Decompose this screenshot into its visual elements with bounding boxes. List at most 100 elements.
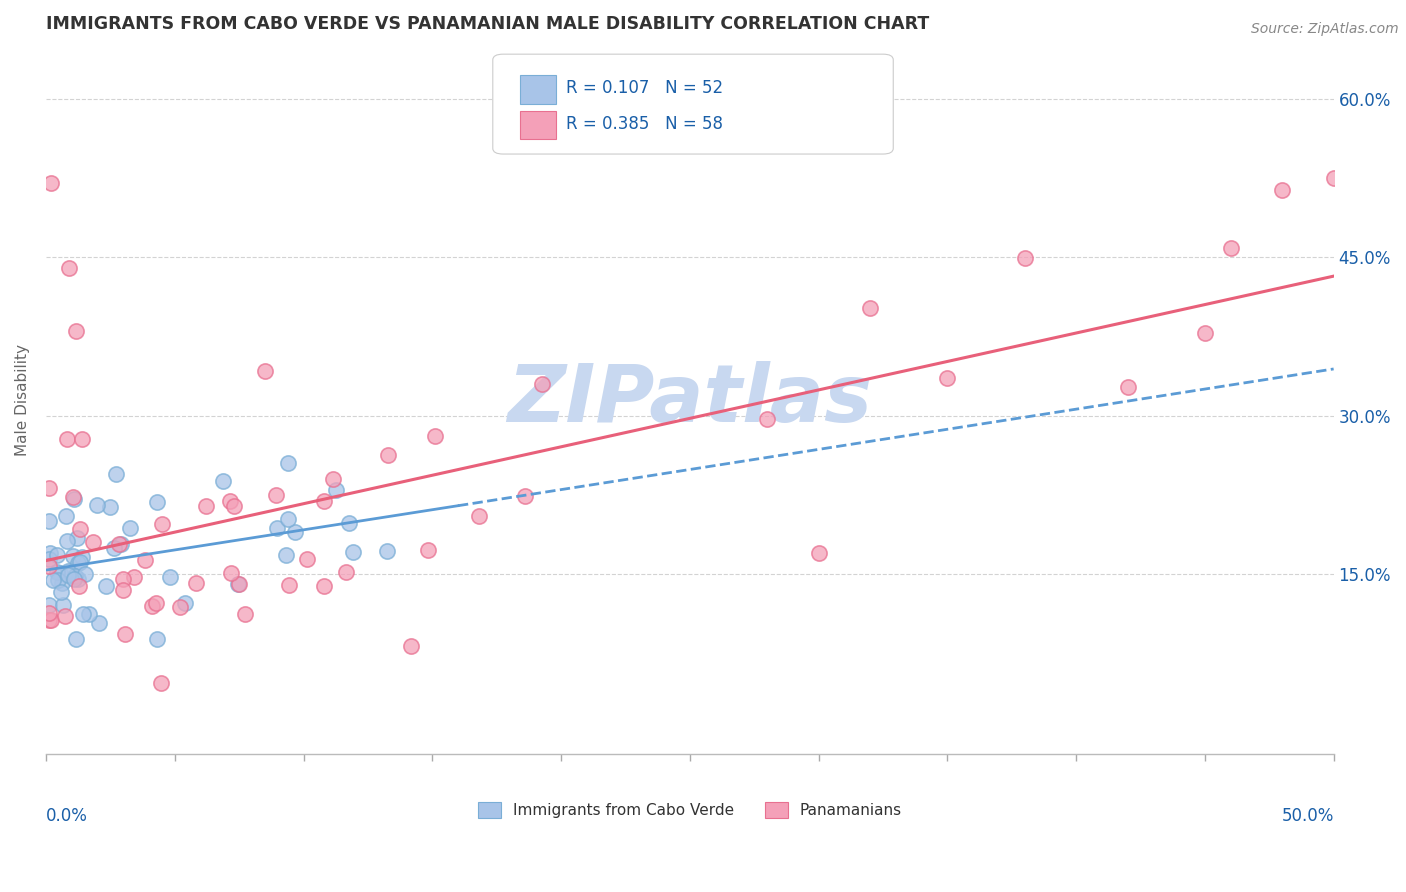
Point — [70, 432, 93, 446]
Point — [228, 576, 250, 591]
Point — [859, 301, 882, 315]
Point — [936, 371, 959, 385]
FancyBboxPatch shape — [520, 111, 555, 139]
Point — [38, 559, 60, 574]
Point — [67, 579, 90, 593]
Point — [38, 551, 60, 566]
Point — [56, 534, 79, 549]
Point — [274, 548, 297, 562]
Point — [150, 516, 173, 531]
Point — [38, 514, 60, 528]
Point — [39, 613, 62, 627]
Point — [337, 516, 360, 530]
Text: ZIPatlas: ZIPatlas — [508, 361, 872, 439]
Point — [63, 491, 86, 506]
Point — [150, 676, 173, 690]
Text: 50.0%: 50.0% — [1281, 807, 1334, 825]
Point — [41, 573, 63, 587]
Point — [169, 600, 191, 615]
Point — [266, 521, 288, 535]
Point — [111, 572, 134, 586]
Point — [416, 543, 439, 558]
Point — [62, 549, 84, 564]
Point — [1116, 380, 1139, 394]
Point — [98, 500, 121, 515]
Point — [72, 607, 94, 621]
Point — [312, 578, 335, 592]
Point — [530, 376, 553, 391]
Point — [194, 499, 217, 513]
Point — [65, 324, 87, 338]
Point — [120, 521, 142, 535]
Point — [49, 584, 72, 599]
Point — [55, 508, 77, 523]
Point — [39, 176, 62, 190]
Point — [221, 566, 243, 581]
Point — [186, 575, 208, 590]
Point — [1219, 241, 1241, 255]
Point — [65, 632, 87, 646]
Point — [254, 364, 277, 378]
Point — [56, 568, 79, 582]
Point — [114, 627, 136, 641]
Point — [53, 609, 76, 624]
Point — [110, 537, 132, 551]
Point — [335, 565, 357, 579]
Point — [219, 493, 242, 508]
Point — [222, 499, 245, 513]
Point — [174, 596, 197, 610]
Point — [141, 599, 163, 614]
Point — [1194, 326, 1216, 340]
Point — [295, 551, 318, 566]
Point — [325, 483, 347, 497]
Point — [233, 607, 256, 621]
Text: IMMIGRANTS FROM CABO VERDE VS PANAMANIAN MALE DISABILITY CORRELATION CHART: IMMIGRANTS FROM CABO VERDE VS PANAMANIAN… — [46, 15, 929, 33]
Point — [276, 456, 298, 470]
Text: R = 0.107   N = 52: R = 0.107 N = 52 — [567, 79, 723, 97]
Point — [49, 566, 72, 581]
Point — [1323, 171, 1346, 186]
Legend: Immigrants from Cabo Verde, Panamanians: Immigrants from Cabo Verde, Panamanians — [471, 796, 908, 824]
Point — [38, 546, 60, 560]
Point — [159, 570, 181, 584]
Point — [38, 613, 60, 627]
Point — [46, 566, 69, 580]
Point — [67, 573, 90, 587]
Point — [107, 536, 129, 550]
Point — [284, 524, 307, 539]
FancyBboxPatch shape — [520, 76, 555, 103]
Point — [94, 579, 117, 593]
Y-axis label: Male Disability: Male Disability — [15, 343, 30, 456]
Point — [515, 489, 537, 503]
Point — [375, 544, 398, 558]
Text: Source: ZipAtlas.com: Source: ZipAtlas.com — [1251, 22, 1399, 37]
Point — [63, 572, 86, 586]
Point — [86, 499, 108, 513]
Point — [145, 596, 167, 610]
Point — [399, 639, 422, 653]
Point — [67, 556, 90, 570]
Point — [87, 616, 110, 631]
Point — [82, 534, 104, 549]
Point — [212, 475, 235, 489]
Point — [134, 553, 156, 567]
Point — [63, 568, 86, 582]
Point — [112, 583, 135, 598]
Point — [105, 467, 128, 482]
Point — [468, 508, 491, 523]
Point — [264, 488, 287, 502]
Text: R = 0.385   N = 58: R = 0.385 N = 58 — [567, 114, 723, 133]
Point — [56, 433, 79, 447]
Point — [69, 556, 91, 570]
Point — [38, 606, 60, 620]
Point — [62, 491, 84, 505]
Point — [66, 531, 89, 545]
Point — [51, 575, 73, 590]
Point — [70, 550, 93, 565]
Point — [77, 607, 100, 622]
Point — [377, 449, 399, 463]
Point — [146, 632, 169, 646]
Point — [38, 481, 60, 495]
Point — [312, 493, 335, 508]
Text: 0.0%: 0.0% — [46, 807, 87, 825]
